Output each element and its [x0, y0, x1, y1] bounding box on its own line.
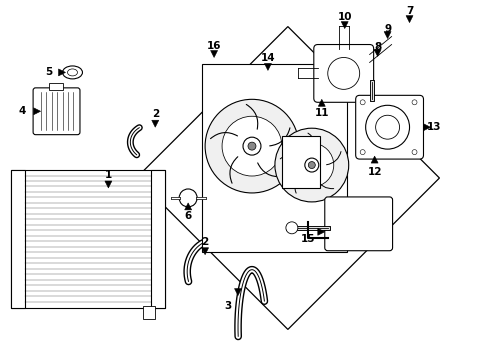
Circle shape: [243, 137, 261, 155]
Polygon shape: [201, 248, 209, 255]
Bar: [143, 306, 155, 319]
Circle shape: [366, 105, 410, 149]
Text: 4: 4: [19, 106, 26, 116]
Bar: [11, 170, 165, 307]
Text: 8: 8: [374, 41, 381, 51]
Ellipse shape: [63, 66, 82, 79]
Polygon shape: [265, 63, 271, 71]
Ellipse shape: [68, 69, 77, 76]
Text: 15: 15: [300, 234, 315, 244]
Bar: [202, 64, 347, 252]
Circle shape: [328, 58, 360, 89]
Text: 3: 3: [224, 301, 232, 311]
Circle shape: [290, 143, 334, 187]
Circle shape: [360, 100, 365, 105]
FancyBboxPatch shape: [33, 88, 80, 135]
Polygon shape: [374, 50, 381, 57]
Text: 10: 10: [338, 12, 352, 22]
Polygon shape: [58, 69, 66, 76]
Polygon shape: [185, 203, 192, 210]
Circle shape: [305, 158, 319, 172]
Polygon shape: [384, 32, 391, 39]
Text: 16: 16: [207, 41, 221, 50]
Polygon shape: [423, 124, 431, 131]
Text: 6: 6: [185, 211, 192, 221]
Polygon shape: [406, 15, 413, 23]
Bar: [11, 170, 24, 307]
Circle shape: [222, 116, 282, 176]
Circle shape: [412, 150, 417, 154]
FancyBboxPatch shape: [325, 197, 392, 251]
Circle shape: [360, 150, 365, 154]
FancyBboxPatch shape: [356, 95, 423, 159]
Text: 13: 13: [427, 122, 441, 132]
Circle shape: [179, 189, 197, 207]
Polygon shape: [152, 120, 159, 127]
Polygon shape: [341, 22, 348, 28]
FancyBboxPatch shape: [314, 45, 374, 102]
Text: 2: 2: [201, 237, 209, 247]
Text: 7: 7: [406, 6, 413, 15]
Text: 1: 1: [105, 170, 112, 180]
Polygon shape: [34, 108, 41, 115]
Text: 2: 2: [151, 109, 159, 119]
Circle shape: [205, 99, 299, 193]
Circle shape: [376, 115, 399, 139]
Polygon shape: [318, 99, 325, 106]
Text: 9: 9: [384, 24, 391, 33]
Text: 12: 12: [368, 167, 382, 177]
Circle shape: [275, 128, 349, 202]
Bar: [49, 84, 63, 90]
Circle shape: [412, 100, 417, 105]
Text: 14: 14: [261, 54, 275, 63]
Polygon shape: [235, 289, 242, 296]
Circle shape: [308, 162, 315, 168]
Polygon shape: [136, 27, 440, 329]
Circle shape: [248, 142, 256, 150]
Bar: [282, 136, 320, 188]
Polygon shape: [105, 181, 112, 188]
Polygon shape: [211, 50, 218, 58]
Polygon shape: [318, 228, 325, 235]
Circle shape: [286, 222, 298, 234]
Text: 11: 11: [315, 108, 329, 118]
Polygon shape: [371, 156, 378, 163]
Bar: [151, 170, 165, 307]
Text: 5: 5: [45, 67, 52, 77]
